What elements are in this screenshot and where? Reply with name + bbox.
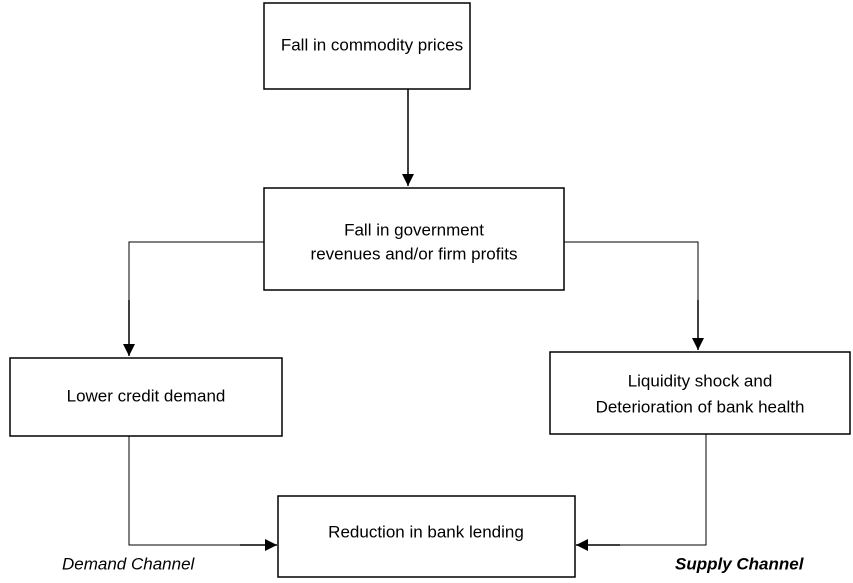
node-label: Fall in commodity prices <box>281 35 463 54</box>
node-label: Lower credit demand <box>67 386 226 405</box>
channel-label: Demand Channel <box>62 554 196 573</box>
node-box <box>549 351 851 435</box>
node-box <box>9 357 283 437</box>
connector <box>564 241 699 300</box>
node-box <box>263 187 565 291</box>
node-box <box>277 495 576 578</box>
channel-label: Supply Channel <box>675 554 805 573</box>
connector <box>128 241 264 300</box>
node-label: Liquidity shock and <box>628 371 773 390</box>
connector <box>620 434 707 546</box>
connector <box>128 436 240 546</box>
node-label: Reduction in bank lending <box>328 522 524 541</box>
node-label: Fall in government <box>344 220 484 239</box>
node-label: revenues and/or firm profits <box>311 244 518 263</box>
node-box <box>263 2 471 90</box>
node-label: Deterioration of bank health <box>596 397 805 416</box>
